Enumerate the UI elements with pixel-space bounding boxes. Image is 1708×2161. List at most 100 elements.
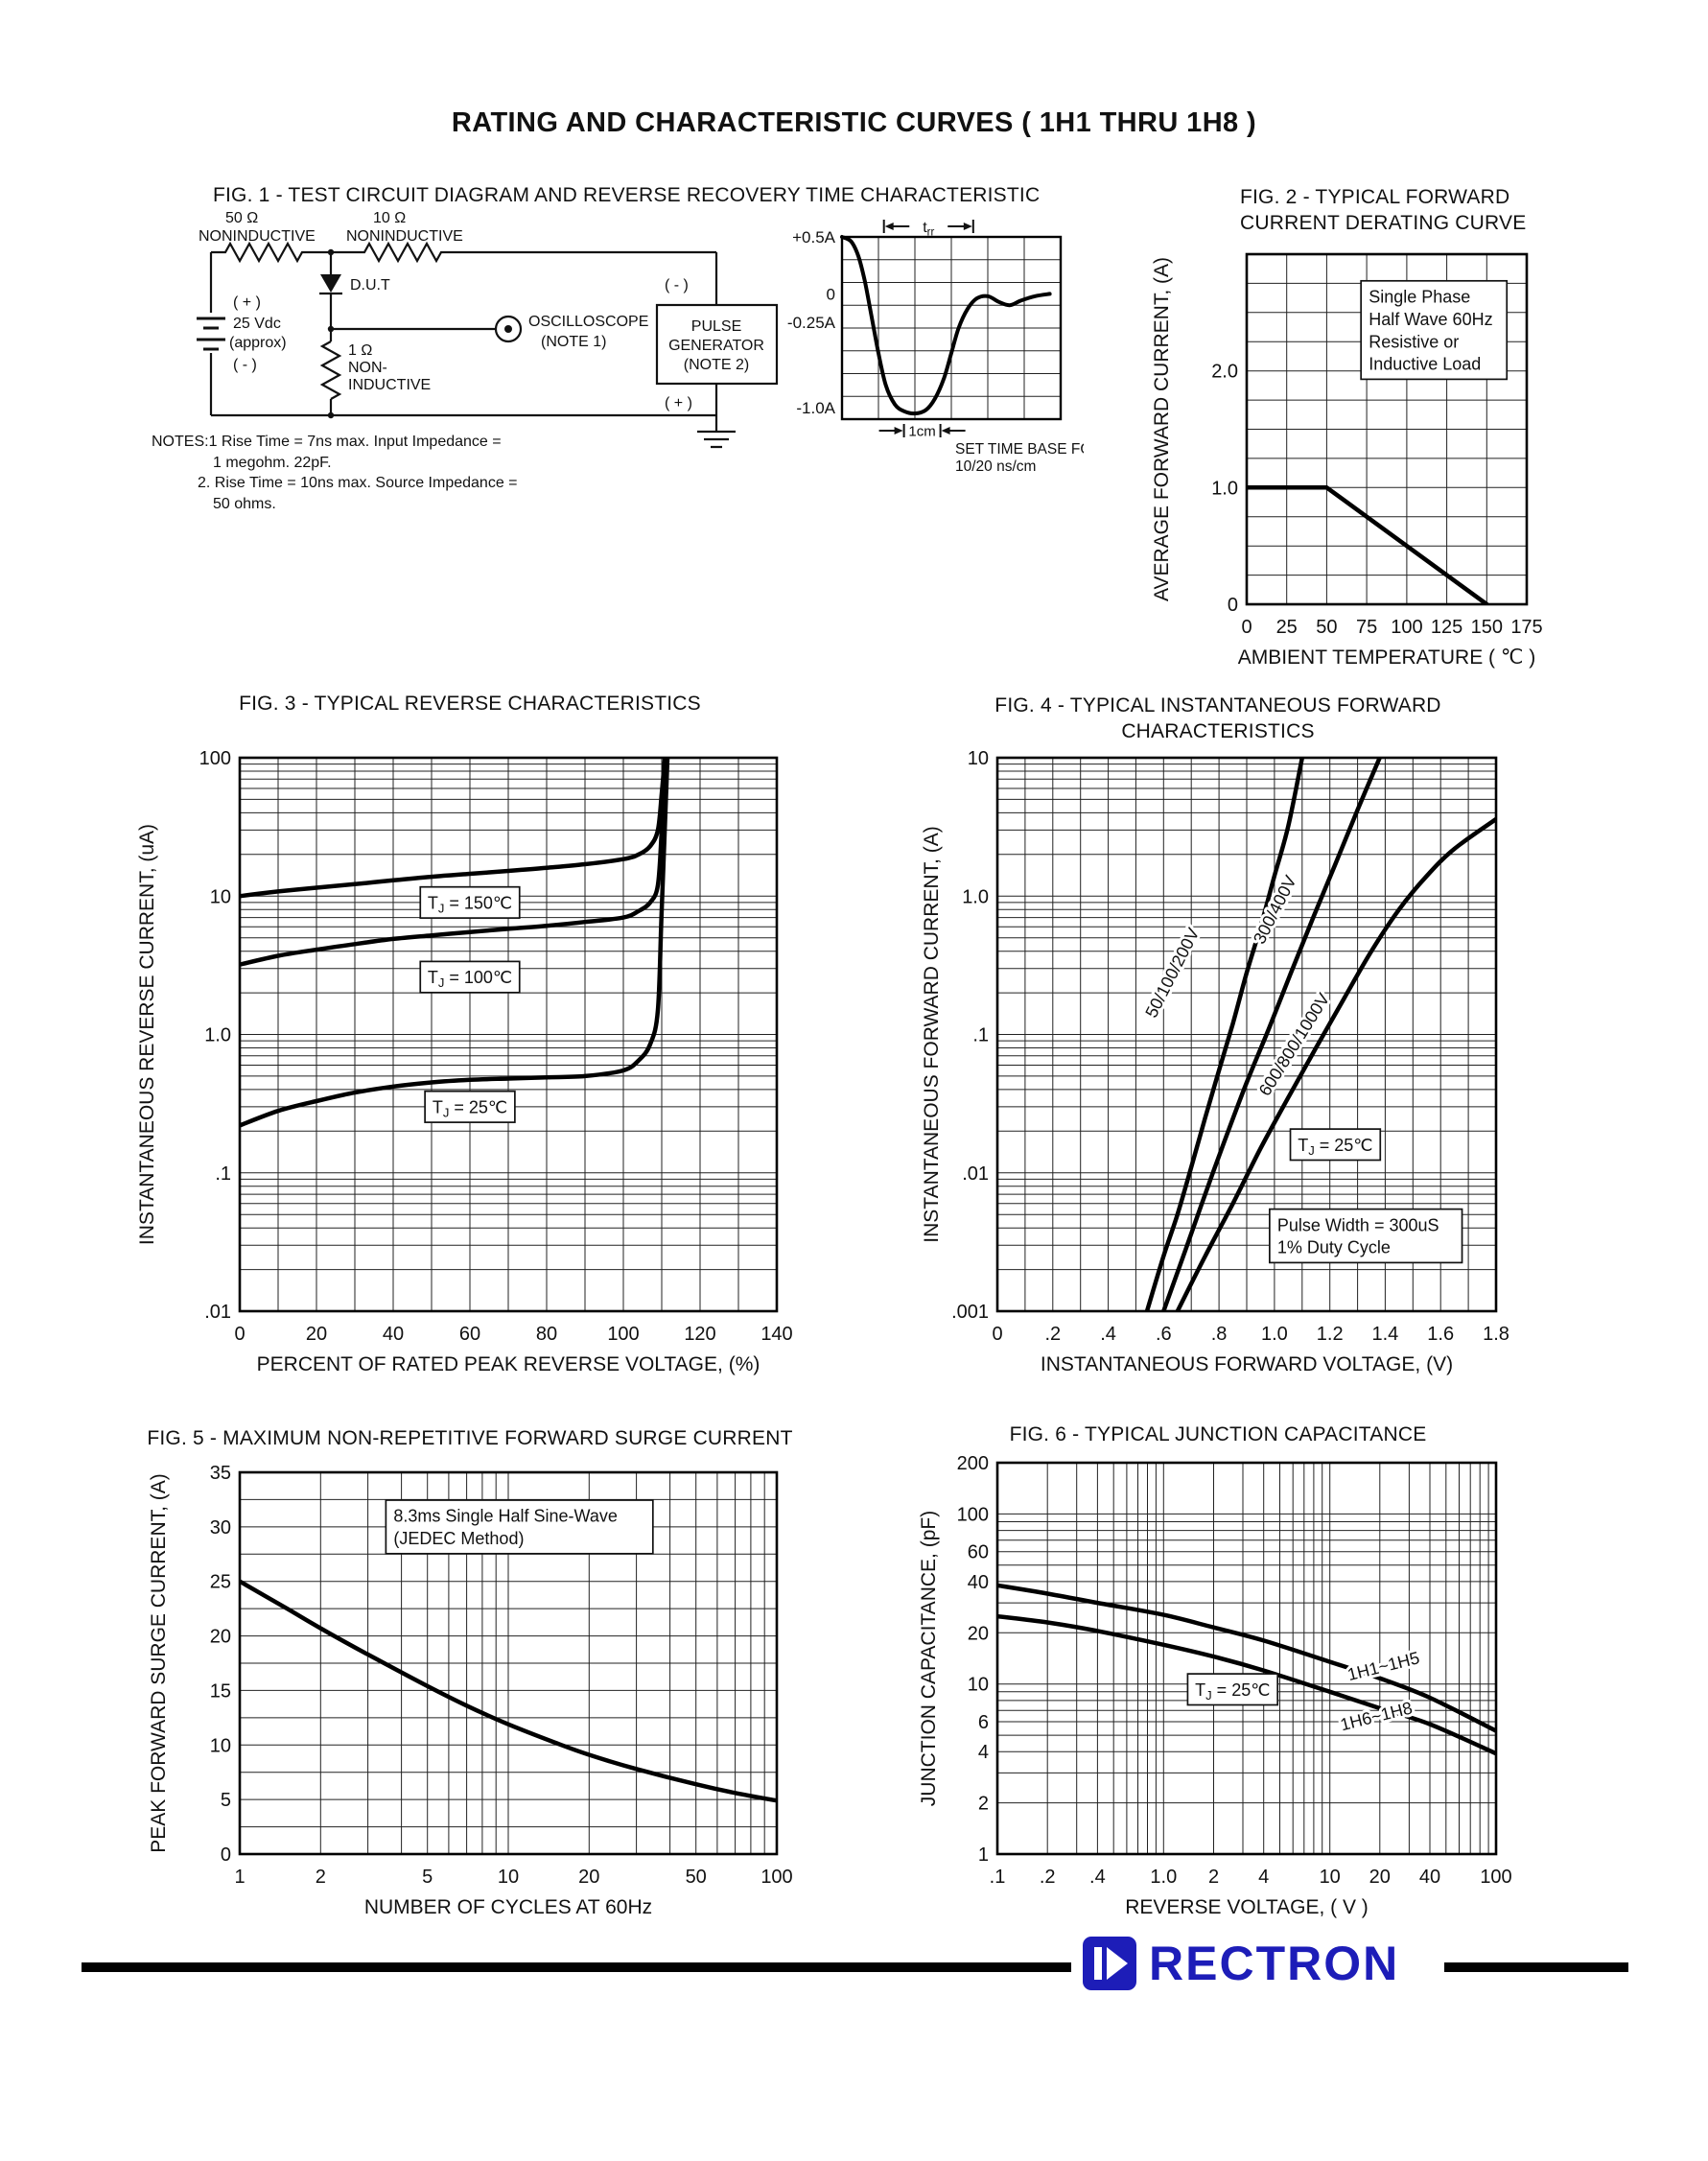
annotation-box — [419, 885, 521, 919]
shunt-resistor-symbol — [319, 341, 342, 400]
x-tick-label: 140 — [760, 1324, 792, 1345]
pulse-gen-line2: GENERATOR — [668, 338, 764, 354]
y-tick-label: 30 — [210, 1517, 231, 1539]
y-tick-label: .1 — [972, 1025, 989, 1046]
x-tick-label: 75 — [1356, 617, 1377, 638]
battery-icon — [197, 317, 225, 351]
y-tick-label: 0 — [221, 1844, 231, 1866]
annotation-text: TJ = 150℃ — [428, 893, 512, 915]
fig5-title: FIG. 5 - MAXIMUM NON-REPETITIVE FORWARD … — [147, 1427, 793, 1449]
y-tick-label: 20 — [968, 1623, 989, 1644]
y-tick-label: 6 — [978, 1712, 989, 1733]
annotation-text: Half Wave 60Hz — [1369, 310, 1492, 329]
series-group — [997, 1583, 1496, 1756]
x-axis-label: INSTANTANEOUS FORWARD VOLTAGE, (V) — [1041, 1353, 1453, 1375]
series-tj-150 — [240, 758, 667, 899]
y-tick-label: 200 — [957, 1453, 989, 1474]
supply-plus-label: ( + ) — [233, 294, 261, 311]
reverse-recovery-waveform: +0.5A 0 -0.25A -1.0A trr 1cm SET TIME BASE FOR… — [787, 220, 1103, 475]
x-axis-label: NUMBER OF CYCLES AT 60Hz — [364, 1896, 652, 1918]
wave-y-tick-label: -1.0A — [796, 399, 835, 417]
x-tick-label: 175 — [1510, 617, 1542, 638]
annotation-box — [1360, 279, 1509, 381]
annotation-box — [1289, 1128, 1382, 1162]
timebase-note: 10/20 ns/cm — [955, 458, 1036, 475]
x-tick-label: 25 — [1276, 617, 1298, 638]
tick-labels: 0 .2 .4 .6 .8 1.0 1.2 1.4 1.6 1.8 10 1.0 .1 .01 .001 — [951, 748, 1509, 1345]
x-tick-label: .8 — [1211, 1324, 1228, 1345]
reverse-recovery-waveform-panel: +0.5A 0 -0.25A -1.0A trr 1cm SET TIME BASE FOR… — [767, 216, 1103, 477]
y-axis-label: AVERAGE FORWARD CURRENT, (A) — [1151, 257, 1173, 601]
top-wire — [211, 241, 716, 264]
r2-note: NONINDUCTIVE — [346, 228, 463, 245]
fig4-title-line1: FIG. 4 - TYPICAL INSTANTANEOUS FORWARD — [994, 694, 1441, 716]
annotation: 1H6~1H8 — [1336, 1695, 1417, 1737]
y-tick-label: 10 — [210, 886, 231, 907]
x-tick-label: 2 — [1208, 1867, 1219, 1888]
note-line-3: 2. Rise Time = 10ns max. Source Impedanc… — [198, 475, 518, 491]
x-tick-label: 40 — [1419, 1867, 1440, 1888]
series-derating-curve — [1247, 485, 1489, 604]
generator-plus-label: ( + ) — [665, 395, 692, 411]
x-tick-label: 4 — [1258, 1867, 1269, 1888]
r1-note: NONINDUCTIVE — [199, 228, 316, 245]
annotation-box — [1186, 1673, 1279, 1706]
y-tick-label: 5 — [221, 1790, 231, 1811]
y-tick-label: 100 — [199, 748, 231, 769]
series-group — [1144, 758, 1496, 1311]
annotation: TJ = 150℃ — [419, 885, 521, 919]
y-tick-label: 1.0 — [1211, 478, 1238, 499]
x-tick-label: .4 — [1100, 1324, 1116, 1345]
x-tick-label: .2 — [1040, 1867, 1056, 1888]
series-600-800-1000V — [1175, 816, 1496, 1311]
x-tick-label: 10 — [1320, 1867, 1341, 1888]
shunt-value: 1 Ω — [348, 342, 372, 359]
annotation: TJ = 25℃ — [1289, 1128, 1382, 1162]
x-tick-label: 1.8 — [1483, 1324, 1509, 1345]
waveform-trace — [840, 235, 1052, 416]
x-tick-label: 60 — [459, 1324, 480, 1345]
x-tick-label: .2 — [1044, 1324, 1061, 1345]
x-tick-label: 150 — [1471, 617, 1503, 638]
y-axis-label: INSTANTANEOUS REVERSE CURRENT, (uA) — [136, 824, 158, 1245]
wave-y-tick-label: -0.25A — [787, 314, 836, 332]
annotation-text: Inductive Load — [1369, 355, 1481, 374]
series-1H1-1H5 — [997, 1583, 1496, 1733]
x-tick-label: 20 — [1369, 1867, 1391, 1888]
x-tick-label: .4 — [1089, 1867, 1106, 1888]
tick-labels: 0 20 40 60 80 100 120 140 100 10 1.0 .1 .01 — [199, 748, 793, 1345]
grid — [239, 757, 778, 1312]
supply-voltage-label: 25 Vdc — [233, 316, 281, 332]
y-tick-label: 15 — [210, 1680, 231, 1702]
plot-frame — [238, 756, 779, 1313]
y-tick-label: 40 — [968, 1572, 989, 1593]
oscilloscope-dot — [504, 325, 512, 333]
note-line-2: 1 megohm. 22pF. — [213, 454, 332, 471]
y-tick-label: 25 — [210, 1572, 231, 1593]
y-tick-label: 2.0 — [1211, 362, 1238, 383]
y-tick-label: 10 — [210, 1735, 231, 1756]
fig2-plot: 0 25 50 75 100 125 150 175 0 1.0 2.0 AMBIENT TEMPER… — [1151, 252, 1543, 669]
annotation: 50/100/200V — [1138, 922, 1205, 1023]
annotation: Pulse Width = 300uS 1% Duty Cycle — [1269, 1208, 1463, 1264]
x-tick-label: 40 — [383, 1324, 404, 1345]
y-tick-label: 1.0 — [962, 886, 989, 907]
x-tick-label: 2 — [316, 1867, 326, 1888]
y-tick-label: 4 — [978, 1742, 989, 1763]
x-axis-label: AMBIENT TEMPERATURE ( ℃ ) — [1238, 646, 1536, 669]
fig5-surge-current-chart: 1 2 5 10 20 50 100 0 5 10 15 20 25 30 35 NUMBER OF CYCL… — [96, 1439, 834, 1947]
wave-y-tick-label: +0.5A — [792, 228, 836, 247]
pulse-gen-line1: PULSE — [691, 318, 741, 335]
dut-label: D.U.T — [350, 277, 390, 294]
r1-value: 50 Ω — [225, 210, 258, 226]
plot-frame — [995, 1461, 1498, 1856]
x-tick-label: .6 — [1156, 1324, 1172, 1345]
x-tick-label: 1.0 — [1150, 1867, 1177, 1888]
oscilloscope-label: OSCILLOSCOPE — [528, 314, 648, 330]
x-tick-label: 50 — [686, 1867, 707, 1888]
annotation-text: TJ = 100℃ — [428, 968, 512, 990]
series-tj-100 — [240, 758, 668, 967]
annotation-text: TJ = 25℃ — [1298, 1136, 1372, 1158]
x-tick-label: 100 — [1391, 617, 1422, 638]
fig3-reverse-characteristics-chart: 0 20 40 60 80 100 120 140 100 10 1.0 .1 .01 PERCENT O… — [96, 710, 834, 1381]
